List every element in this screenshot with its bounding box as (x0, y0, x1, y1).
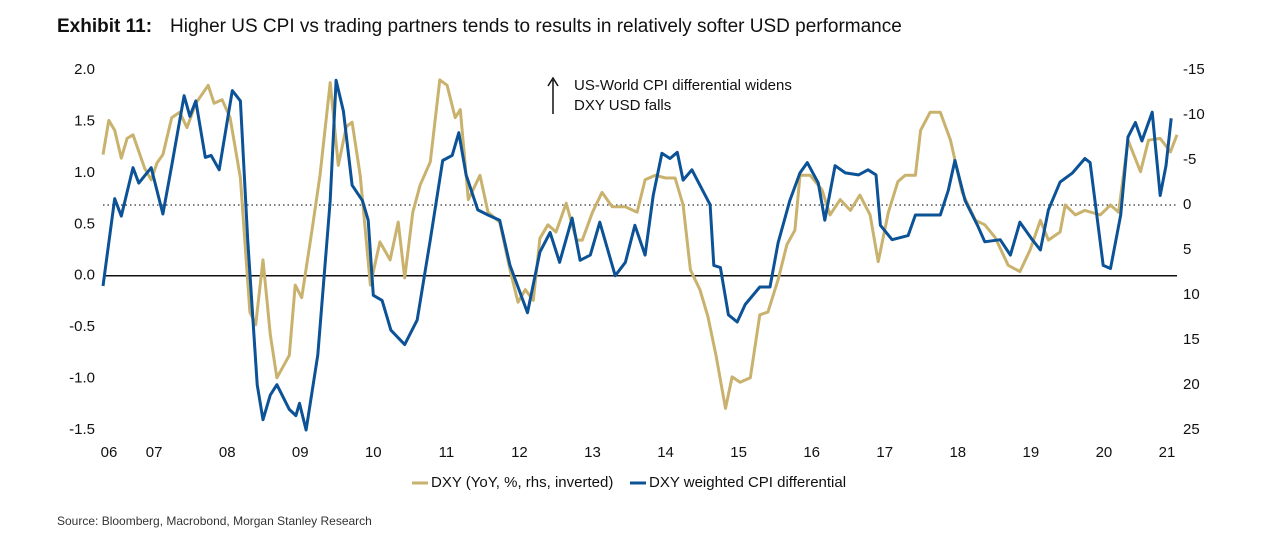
x-tick-label: 13 (584, 444, 601, 461)
y-tick-label: 1.5 (74, 112, 95, 129)
y2-tick-label: -5 (1183, 151, 1196, 168)
series-line (101, 78, 1173, 432)
x-tick-label: 10 (365, 444, 382, 461)
x-tick-label: 16 (803, 444, 820, 461)
x-tick-label: 19 (1023, 444, 1040, 461)
legend-label: DXY (YoY, %, rhs, inverted) (431, 474, 613, 491)
y2-tick-label: 25 (1183, 421, 1200, 438)
x-tick-label: 09 (292, 444, 309, 461)
y-tick-label: -0.5 (69, 318, 95, 335)
y2-tick-label: -10 (1183, 106, 1205, 123)
y-tick-label: 2.0 (74, 61, 95, 78)
y-tick-label: 1.0 (74, 164, 95, 181)
x-tick-label: 21 (1159, 444, 1176, 461)
x-tick-label: 15 (730, 444, 747, 461)
title-label: Exhibit 11: (57, 16, 152, 37)
chart-title: Higher US CPI vs trading partners tends … (170, 16, 902, 37)
annotation: DXY USD falls (574, 97, 671, 114)
source: Source: Bloomberg, Macrobond, Morgan Sta… (57, 514, 372, 528)
x-tick-label: 08 (219, 444, 236, 461)
y2-tick-label: 20 (1183, 376, 1200, 393)
y-tick-label: 0.5 (74, 215, 95, 232)
x-tick-label: 06 (101, 444, 118, 461)
y2-tick-label: -15 (1183, 61, 1205, 78)
x-tick-label: 17 (876, 444, 893, 461)
y2-tick-label: 0 (1183, 196, 1191, 213)
x-tick-label: 11 (439, 444, 455, 461)
y2-tick-label: 10 (1183, 286, 1200, 303)
annotation-arrowhead (547, 76, 559, 87)
x-tick-label: 18 (949, 444, 966, 461)
y-tick-label: 0.0 (74, 267, 95, 284)
y2-tick-label: 15 (1183, 331, 1200, 348)
x-tick-label: 12 (511, 444, 528, 461)
y-tick-label: -1.0 (69, 370, 95, 387)
y-tick-label: -1.5 (69, 421, 95, 438)
annotation: US-World CPI differential widens (574, 77, 792, 94)
legend-label: DXY weighted CPI differential (649, 474, 846, 491)
x-tick-label: 20 (1096, 444, 1113, 461)
x-tick-label: 14 (657, 444, 674, 461)
y2-tick-label: 5 (1183, 241, 1191, 258)
x-tick-label: 07 (146, 444, 163, 461)
